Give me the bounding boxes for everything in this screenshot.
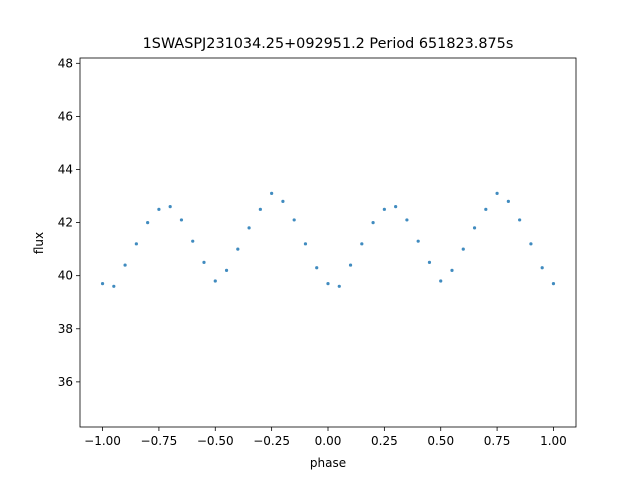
x-tick-label: 0.75 [484, 434, 511, 448]
data-point [540, 266, 544, 270]
x-tick-label: −0.25 [253, 434, 290, 448]
data-point [281, 199, 285, 203]
y-tick-label: 42 [58, 216, 73, 230]
data-point [337, 284, 341, 288]
chart-title: 1SWASPJ231034.25+092951.2 Period 651823.… [143, 36, 514, 52]
data-point [157, 207, 161, 211]
data-point [461, 247, 465, 251]
y-axis-label: flux [32, 232, 46, 254]
data-point [224, 268, 229, 272]
data-point [348, 263, 353, 267]
data-point [371, 220, 375, 225]
data-point [427, 260, 432, 265]
data-point [134, 242, 138, 246]
data-point [506, 199, 510, 203]
data-point [258, 207, 262, 211]
x-tick-label: −0.75 [141, 434, 178, 448]
x-axis-label: phase [310, 456, 346, 470]
x-tick-label: −0.50 [197, 434, 234, 448]
x-axis: −1.00 −0.75 −0.50 −0.25 0.00 0.25 0.50 0.75 1.00 [84, 427, 567, 448]
data-point [405, 218, 409, 222]
data-point [315, 266, 319, 270]
data-point [439, 279, 443, 283]
data-point [472, 226, 477, 230]
data-point [146, 220, 150, 225]
y-axis: 36 38 40 42 44 46 48 [58, 56, 80, 389]
data-point [191, 239, 195, 243]
x-tick-label: 0.00 [315, 434, 342, 448]
data-point [495, 191, 499, 195]
data-point [247, 226, 251, 230]
data-point [303, 242, 308, 246]
data-point [326, 282, 330, 286]
data-point [123, 263, 127, 267]
data-point [529, 242, 533, 246]
data-point [450, 268, 454, 272]
data-point [484, 207, 488, 211]
data-point [518, 218, 522, 222]
data-point [236, 247, 240, 251]
data-point [168, 205, 172, 209]
data-points [100, 191, 556, 288]
y-tick-label: 36 [58, 375, 73, 389]
x-tick-label: 0.25 [371, 434, 398, 448]
y-tick-label: 46 [58, 109, 73, 123]
y-tick-label: 44 [58, 162, 73, 176]
x-tick-label: 0.50 [427, 434, 454, 448]
data-point [100, 282, 105, 286]
data-point [394, 205, 398, 209]
data-point [551, 282, 556, 286]
data-point [416, 239, 420, 243]
data-point [360, 242, 364, 246]
data-point [213, 279, 217, 283]
data-point [270, 191, 274, 195]
data-point [112, 284, 116, 288]
y-tick-label: 48 [58, 56, 73, 70]
data-point [202, 260, 206, 265]
data-point [382, 207, 386, 211]
data-point [179, 218, 184, 222]
x-tick-label: −1.00 [84, 434, 121, 448]
y-tick-label: 38 [58, 322, 73, 336]
x-tick-label: 1.00 [540, 434, 567, 448]
data-point [292, 218, 296, 222]
y-tick-label: 40 [58, 269, 73, 283]
